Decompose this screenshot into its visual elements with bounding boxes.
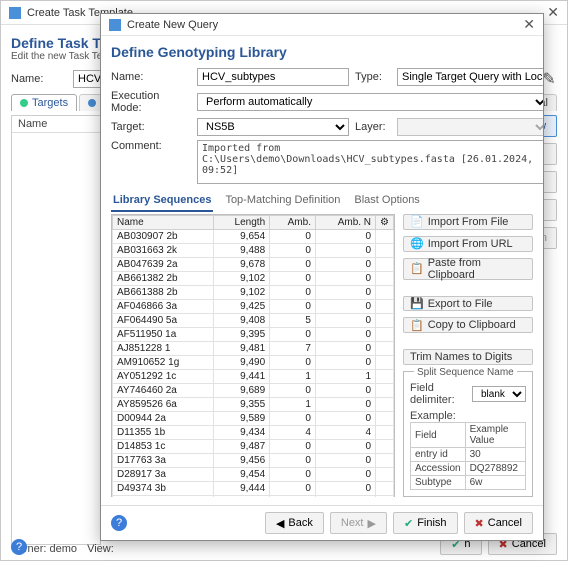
lbl-name: Name: [111,71,191,83]
targets-list: Name [11,115,101,545]
name-label: Name: [11,73,67,85]
paste-clipboard-button[interactable]: 📋Paste from Clipboard [403,258,533,280]
lbl-execmode: Execution Mode: [111,90,191,114]
trim-names-button[interactable]: Trim Names to Digits [403,349,533,365]
import-url-button[interactable]: 🌐Import From URL [403,236,533,252]
col-gear-icon[interactable]: ⚙ [376,216,394,230]
finish-button[interactable]: ✔Finish [393,512,458,534]
col-ambn[interactable]: Amb. N [315,216,375,230]
execmode-select[interactable]: Perform automatically [197,93,543,111]
target-select[interactable]: NS5B [197,118,349,136]
col-length[interactable]: Length [214,216,270,230]
table-row[interactable]: AF511950 1a9,39500 [113,328,394,342]
tab-targets[interactable]: Targets [11,94,77,111]
split-legend: Split Sequence Name [414,367,517,378]
table-row[interactable]: AB030907 2b9,65400 [113,230,394,244]
lbl-layer: Layer: [355,121,391,133]
app-icon [9,7,21,19]
table-row[interactable]: AF046866 3a9,42500 [113,300,394,314]
cancel-button[interactable]: ✖Cancel [464,512,533,534]
table-row[interactable]: AY859526 6a9,35510 [113,398,394,412]
owner-value: demo [50,543,78,555]
dialog-help-icon[interactable]: ? [111,515,127,531]
table-row[interactable]: AB047639 2a9,67800 [113,258,394,272]
table-row[interactable]: D00944 2a9,58900 [113,412,394,426]
table-row[interactable]: D50409 2c9,51300 [113,496,394,498]
col-name[interactable]: Name [113,216,214,230]
example-label: Example: [410,410,526,422]
table-row[interactable]: D49374 3b9,44400 [113,482,394,496]
next-button: Next▶ [330,512,387,534]
delim-select[interactable]: blank [472,386,526,402]
delim-label: Field delimiter: [410,382,468,406]
split-name-fieldset: Split Sequence Name Field delimiter: bla… [403,371,533,497]
targets-list-header: Name [12,116,100,133]
comment-textarea[interactable]: Imported from C:\Users\demo\Downloads\HC… [197,140,543,184]
table-row[interactable]: D28917 3a9,45400 [113,468,394,482]
copy-clipboard-button[interactable]: 📋Copy to Clipboard [403,317,533,333]
dialog-app-icon [109,19,121,31]
table-row[interactable]: AM910652 1g9,49000 [113,356,394,370]
table-row[interactable]: D14853 1c9,48700 [113,440,394,454]
table-row[interactable]: AF064490 5a9,40850 [113,314,394,328]
col-amb[interactable]: Amb. [270,216,316,230]
lbl-comment: Comment: [111,140,191,152]
example-table: FieldExample Value entry id30 AccessionD… [410,422,526,490]
dialog-heading: Define Genotyping Library [111,44,533,60]
outer-help-icon[interactable]: ? [11,539,27,555]
table-row[interactable]: AB661388 2b9,10200 [113,286,394,300]
lbl-target: Target: [111,121,191,133]
dialog-title: Create New Query [127,19,218,31]
dialog-close-icon[interactable]: ✕ [523,16,535,33]
layer-select [397,118,543,136]
import-file-button[interactable]: 📄Import From File [403,214,533,230]
tab-library-sequences[interactable]: Library Sequences [111,192,213,212]
query-name-input[interactable] [197,68,349,86]
create-query-dialog: Create New Query ✕ Define Genotyping Lib… [100,13,544,541]
table-row[interactable]: AB031663 2k9,48800 [113,244,394,258]
back-button[interactable]: ◀Back [265,512,324,534]
table-row[interactable]: AJ851228 19,48170 [113,342,394,356]
table-row[interactable]: AB661382 2b9,10200 [113,272,394,286]
lbl-type: Type: [355,71,391,83]
query-type-select[interactable] [397,68,543,86]
dialog-titlebar: Create New Query ✕ [101,14,543,36]
sequence-table[interactable]: Name Length Amb. Amb. N ⚙ AB030907 2b9,6… [111,214,395,497]
table-row[interactable]: AY051292 1c9,44111 [113,370,394,384]
outer-close-icon[interactable]: ✕ [547,4,559,21]
export-file-button[interactable]: 💾Export to File [403,296,533,312]
tab-blast[interactable]: Blast Options [352,192,421,212]
table-row[interactable]: AY746460 2a9,68900 [113,384,394,398]
table-row[interactable]: D11355 1b9,43444 [113,426,394,440]
view-label: View: [87,543,114,555]
table-row[interactable]: D17763 3a9,45600 [113,454,394,468]
tab-topmatch[interactable]: Top-Matching Definition [223,192,342,212]
